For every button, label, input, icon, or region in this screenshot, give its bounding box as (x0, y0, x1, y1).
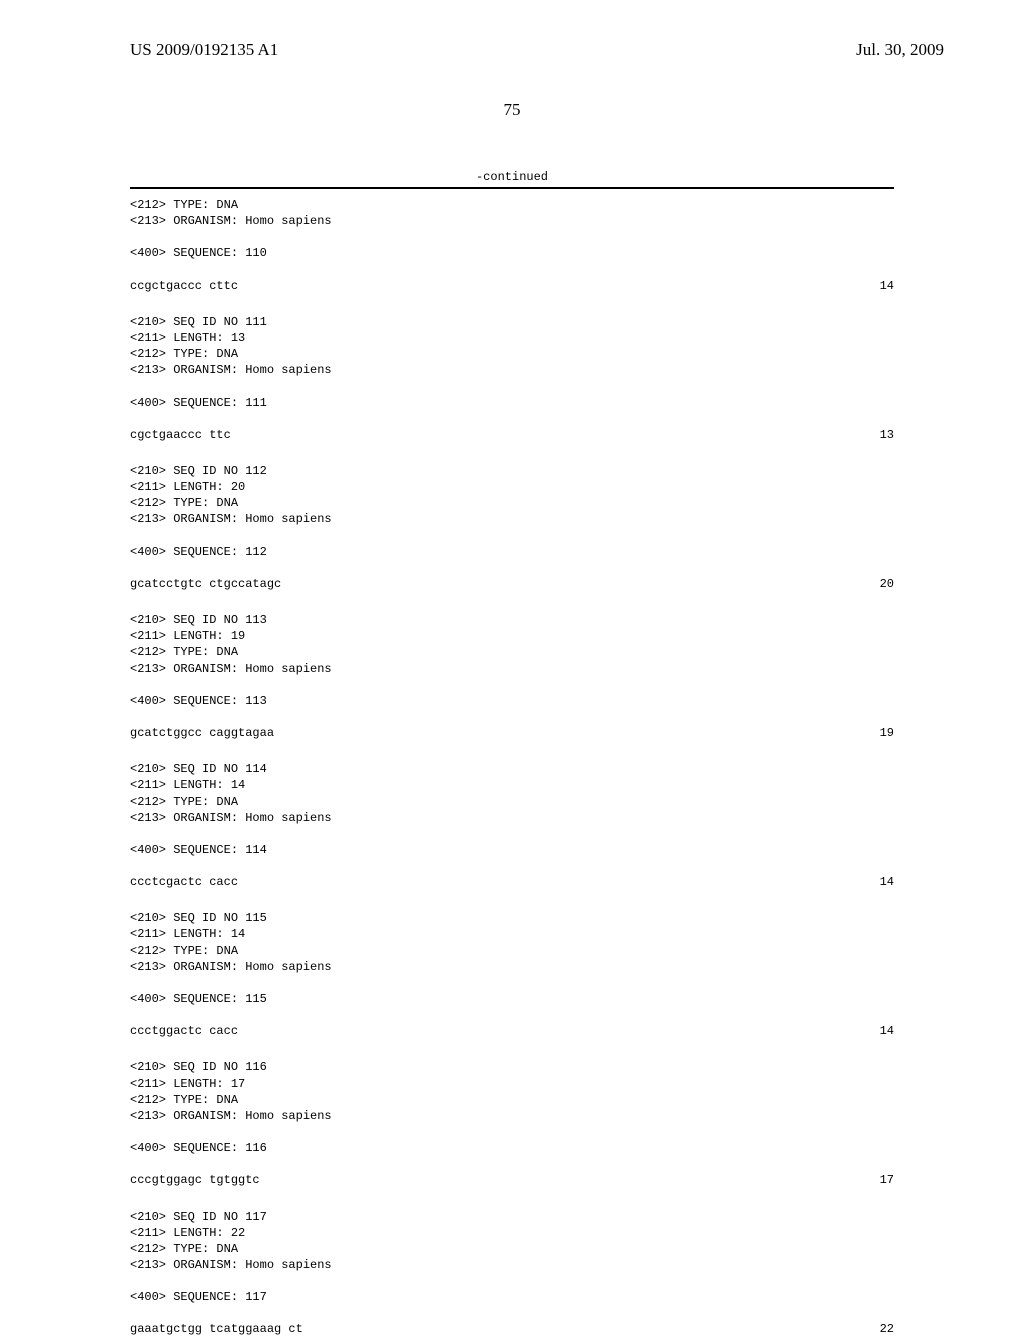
sequence-row: gcatcctgtc ctgccatagc 20 (130, 576, 894, 592)
sequence-header-line: <210> SEQ ID NO 113 (130, 612, 894, 628)
sequence-header-line: <211> LENGTH: 14 (130, 777, 894, 793)
sequence-block: <212> TYPE: DNA<213> ORGANISM: Homo sapi… (130, 197, 894, 294)
sequence-row: ccctggactc cacc 14 (130, 1023, 894, 1039)
sequence-length: 13 (880, 427, 894, 443)
publication-number: US 2009/0192135 A1 (130, 40, 278, 60)
sequence-header-line: <213> ORGANISM: Homo sapiens (130, 1257, 894, 1273)
sequence-header-line: <212> TYPE: DNA (130, 1092, 894, 1108)
sequence-label: <400> SEQUENCE: 112 (130, 544, 894, 560)
sequence-header-line: <210> SEQ ID NO 117 (130, 1209, 894, 1225)
sequence-header-line: <213> ORGANISM: Homo sapiens (130, 213, 894, 229)
sequence-row: gaaatgctgg tcatggaaag ct 22 (130, 1321, 894, 1337)
sequence-length: 14 (880, 278, 894, 294)
sequence-text: ccgctgaccc cttc (130, 278, 238, 294)
sequence-text: gcatcctgtc ctgccatagc (130, 576, 281, 592)
sequence-header-line: <212> TYPE: DNA (130, 794, 894, 810)
sequence-length: 14 (880, 874, 894, 890)
sequence-header-line: <212> TYPE: DNA (130, 346, 894, 362)
sequence-header-line: <213> ORGANISM: Homo sapiens (130, 362, 894, 378)
sequence-length: 20 (880, 576, 894, 592)
sequence-header-line: <210> SEQ ID NO 115 (130, 910, 894, 926)
sequence-header-line: <211> LENGTH: 17 (130, 1076, 894, 1092)
sequence-header-line: <213> ORGANISM: Homo sapiens (130, 1108, 894, 1124)
sequence-label: <400> SEQUENCE: 115 (130, 991, 894, 1007)
sequence-text: gcatctggcc caggtagaa (130, 725, 274, 741)
sequence-block: <210> SEQ ID NO 117<211> LENGTH: 22<212>… (130, 1209, 894, 1338)
sequence-length: 17 (880, 1172, 894, 1188)
sequence-header-line: <212> TYPE: DNA (130, 197, 894, 213)
sequence-block: <210> SEQ ID NO 114<211> LENGTH: 14<212>… (130, 761, 894, 890)
sequence-header-line: <212> TYPE: DNA (130, 1241, 894, 1257)
sequence-block: <210> SEQ ID NO 111<211> LENGTH: 13<212>… (130, 314, 894, 443)
sequence-text: ccctggactc cacc (130, 1023, 238, 1039)
continued-label: -continued (0, 170, 1024, 184)
sequence-header-line: <211> LENGTH: 13 (130, 330, 894, 346)
sequence-text: gaaatgctgg tcatggaaag ct (130, 1321, 303, 1337)
sequence-header-line: <211> LENGTH: 14 (130, 926, 894, 942)
sequence-header-line: <212> TYPE: DNA (130, 495, 894, 511)
sequence-header-line: <211> LENGTH: 20 (130, 479, 894, 495)
sequence-label: <400> SEQUENCE: 117 (130, 1289, 894, 1305)
sequence-length: 19 (880, 725, 894, 741)
sequence-block: <210> SEQ ID NO 112<211> LENGTH: 20<212>… (130, 463, 894, 592)
sequence-header-line: <213> ORGANISM: Homo sapiens (130, 959, 894, 975)
sequence-label: <400> SEQUENCE: 111 (130, 395, 894, 411)
sequence-label: <400> SEQUENCE: 114 (130, 842, 894, 858)
sequence-header-line: <210> SEQ ID NO 112 (130, 463, 894, 479)
sequence-listing: <212> TYPE: DNA<213> ORGANISM: Homo sapi… (0, 189, 1024, 1338)
sequence-block: <210> SEQ ID NO 116<211> LENGTH: 17<212>… (130, 1059, 894, 1188)
sequence-header-line: <210> SEQ ID NO 111 (130, 314, 894, 330)
sequence-length: 14 (880, 1023, 894, 1039)
sequence-label: <400> SEQUENCE: 113 (130, 693, 894, 709)
publication-date: Jul. 30, 2009 (856, 40, 944, 60)
sequence-text: cgctgaaccc ttc (130, 427, 231, 443)
sequence-header-line: <211> LENGTH: 19 (130, 628, 894, 644)
sequence-text: ccctcgactc cacc (130, 874, 238, 890)
sequence-header-line: <212> TYPE: DNA (130, 943, 894, 959)
sequence-header-line: <211> LENGTH: 22 (130, 1225, 894, 1241)
sequence-length: 22 (880, 1321, 894, 1337)
sequence-header-line: <213> ORGANISM: Homo sapiens (130, 661, 894, 677)
sequence-row: cgctgaaccc ttc 13 (130, 427, 894, 443)
sequence-row: ccgctgaccc cttc 14 (130, 278, 894, 294)
sequence-header-line: <212> TYPE: DNA (130, 644, 894, 660)
sequence-header-line: <210> SEQ ID NO 114 (130, 761, 894, 777)
page-number: 75 (0, 100, 1024, 120)
sequence-row: ccctcgactc cacc 14 (130, 874, 894, 890)
sequence-label: <400> SEQUENCE: 110 (130, 245, 894, 261)
sequence-text: cccgtggagc tgtggtc (130, 1172, 260, 1188)
sequence-row: cccgtggagc tgtggtc 17 (130, 1172, 894, 1188)
sequence-block: <210> SEQ ID NO 115<211> LENGTH: 14<212>… (130, 910, 894, 1039)
page-header: US 2009/0192135 A1 Jul. 30, 2009 (0, 0, 1024, 60)
sequence-header-line: <213> ORGANISM: Homo sapiens (130, 810, 894, 826)
sequence-header-line: <210> SEQ ID NO 116 (130, 1059, 894, 1075)
sequence-header-line: <213> ORGANISM: Homo sapiens (130, 511, 894, 527)
sequence-block: <210> SEQ ID NO 113<211> LENGTH: 19<212>… (130, 612, 894, 741)
sequence-label: <400> SEQUENCE: 116 (130, 1140, 894, 1156)
sequence-row: gcatctggcc caggtagaa 19 (130, 725, 894, 741)
